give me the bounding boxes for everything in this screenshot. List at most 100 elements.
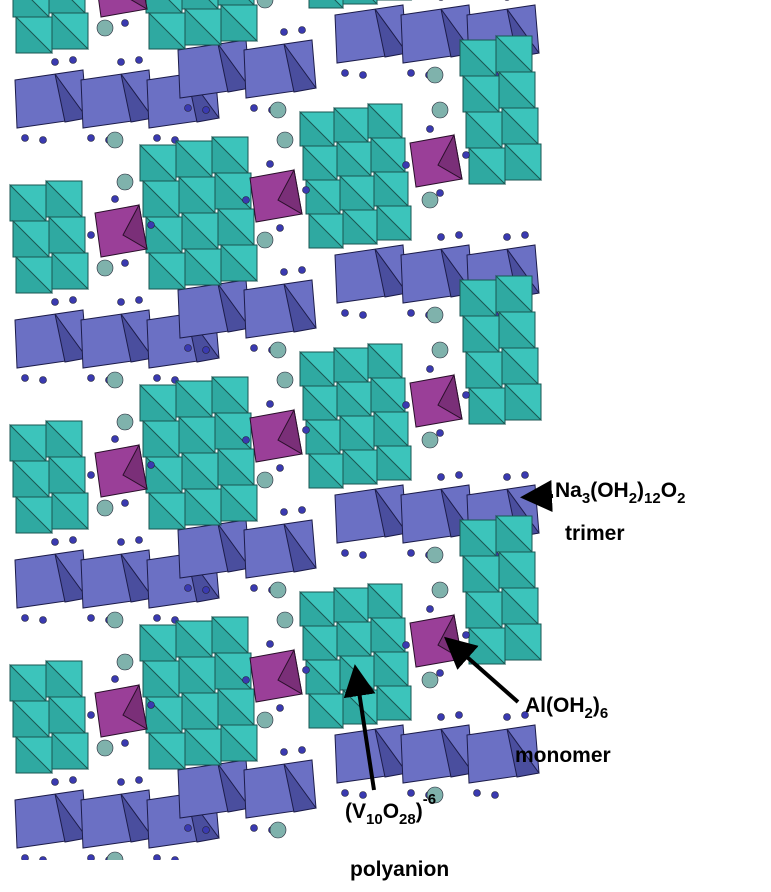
polyanion-formula: (V10O28)-6 bbox=[345, 791, 436, 828]
oxygen-atom bbox=[277, 705, 284, 712]
oxygen-atom bbox=[70, 777, 77, 784]
oxygen-atom bbox=[522, 232, 529, 239]
oxygen-atom bbox=[437, 190, 444, 197]
oxygen-atom bbox=[267, 401, 274, 408]
oxygen-atom bbox=[88, 375, 95, 382]
polyanion-name: polyanion bbox=[350, 858, 449, 881]
oxygen-atom bbox=[281, 269, 288, 276]
oxygen-atom bbox=[148, 462, 155, 469]
oxygen-atom bbox=[438, 714, 445, 721]
oxygen-atom bbox=[427, 126, 434, 133]
oxygen-atom bbox=[148, 222, 155, 229]
oxygen-atom bbox=[136, 777, 143, 784]
oxygen-atom bbox=[437, 670, 444, 677]
sodium-atom bbox=[107, 852, 123, 868]
oxygen-atom bbox=[118, 299, 125, 306]
oxygen-atom bbox=[281, 509, 288, 516]
oxygen-atom bbox=[251, 105, 258, 112]
sodium-atom bbox=[427, 547, 443, 563]
oxygen-atom bbox=[303, 427, 310, 434]
oxygen-atom bbox=[88, 135, 95, 142]
oxygen-atom bbox=[122, 740, 129, 747]
oxygen-atom bbox=[281, 29, 288, 36]
oxygen-atom bbox=[40, 857, 47, 864]
oxygen-atom bbox=[463, 632, 470, 639]
vanadate-face bbox=[343, 0, 377, 4]
sodium-atom bbox=[257, 232, 273, 248]
oxygen-atom bbox=[251, 585, 258, 592]
arrow bbox=[528, 496, 553, 497]
sodium-atom bbox=[277, 372, 293, 388]
trimer-name: trimer bbox=[565, 522, 625, 545]
oxygen-atom bbox=[136, 297, 143, 304]
oxygen-atom bbox=[203, 347, 210, 354]
sodium-atom bbox=[107, 372, 123, 388]
oxygen-atom bbox=[251, 345, 258, 352]
oxygen-atom bbox=[438, 0, 445, 1]
oxygen-atom bbox=[22, 615, 29, 622]
sodium-atom bbox=[107, 612, 123, 628]
oxygen-atom bbox=[154, 375, 161, 382]
oxygen-atom bbox=[303, 667, 310, 674]
oxygen-atom bbox=[112, 436, 119, 443]
oxygen-atom bbox=[342, 550, 349, 557]
oxygen-atom bbox=[148, 702, 155, 709]
oxygen-atom bbox=[438, 234, 445, 241]
sodium-atom bbox=[277, 132, 293, 148]
oxygen-atom bbox=[203, 107, 210, 114]
sodium-atom bbox=[422, 192, 438, 208]
sodium-atom bbox=[427, 67, 443, 83]
oxygen-atom bbox=[52, 779, 59, 786]
structure-figure: Na3(OH2)12O2 trimer Al(OH2)6 monomer (V1… bbox=[0, 0, 771, 892]
oxygen-atom bbox=[504, 234, 511, 241]
oxygen-atom bbox=[136, 537, 143, 544]
oxygen-atom bbox=[70, 537, 77, 544]
oxygen-atom bbox=[408, 310, 415, 317]
sodium-atom bbox=[97, 260, 113, 276]
oxygen-atom bbox=[88, 615, 95, 622]
oxygen-atom bbox=[342, 310, 349, 317]
oxygen-atom bbox=[136, 57, 143, 64]
oxygen-atom bbox=[277, 225, 284, 232]
oxygen-atom bbox=[408, 70, 415, 77]
oxygen-atom bbox=[303, 187, 310, 194]
oxygen-atom bbox=[88, 712, 95, 719]
oxygen-atom bbox=[243, 197, 250, 204]
oxygen-atom bbox=[299, 507, 306, 514]
oxygen-atom bbox=[342, 70, 349, 77]
oxygen-atom bbox=[203, 827, 210, 834]
oxygen-atom bbox=[122, 260, 129, 267]
sodium-atom bbox=[270, 582, 286, 598]
oxygen-atom bbox=[172, 857, 179, 864]
oxygen-atom bbox=[408, 790, 415, 797]
oxygen-atom bbox=[251, 825, 258, 832]
oxygen-atom bbox=[154, 135, 161, 142]
oxygen-atom bbox=[403, 642, 410, 649]
sodium-atom bbox=[432, 582, 448, 598]
crystal-structure bbox=[10, 0, 541, 868]
oxygen-atom bbox=[203, 587, 210, 594]
oxygen-atom bbox=[22, 855, 29, 862]
oxygen-atom bbox=[40, 617, 47, 624]
oxygen-atom bbox=[299, 267, 306, 274]
sodium-atom bbox=[270, 822, 286, 838]
vanadate-face bbox=[218, 0, 254, 5]
oxygen-atom bbox=[299, 747, 306, 754]
oxygen-atom bbox=[22, 375, 29, 382]
sodium-atom bbox=[257, 0, 273, 8]
oxygen-atom bbox=[118, 539, 125, 546]
oxygen-atom bbox=[118, 59, 125, 66]
oxygen-atom bbox=[267, 161, 274, 168]
oxygen-atom bbox=[112, 676, 119, 683]
oxygen-atom bbox=[438, 474, 445, 481]
sodium-atom bbox=[97, 500, 113, 516]
sodium-atom bbox=[257, 712, 273, 728]
monomer-name: monomer bbox=[515, 744, 611, 767]
oxygen-atom bbox=[112, 196, 119, 203]
oxygen-atom bbox=[154, 855, 161, 862]
oxygen-atom bbox=[281, 749, 288, 756]
oxygen-atom bbox=[504, 474, 511, 481]
oxygen-atom bbox=[154, 615, 161, 622]
oxygen-atom bbox=[456, 472, 463, 479]
sodium-atom bbox=[97, 740, 113, 756]
